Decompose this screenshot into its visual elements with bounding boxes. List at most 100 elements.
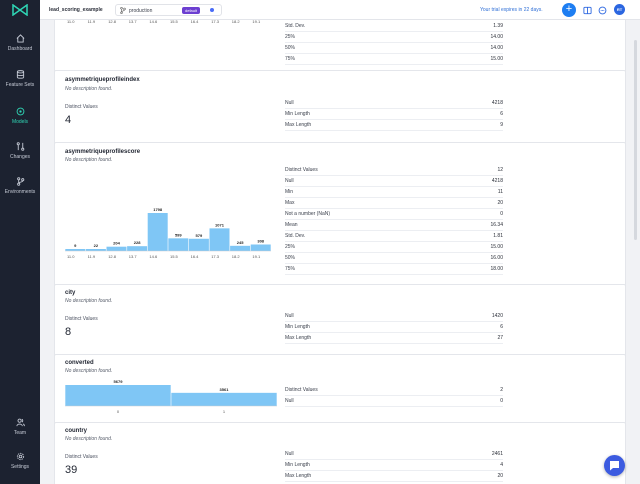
bar-value-label: 599 — [175, 232, 182, 237]
scrollbar[interactable] — [634, 40, 637, 240]
branch-icon — [16, 177, 24, 186]
add-button[interactable]: + — [562, 3, 576, 17]
sidebar-item-team[interactable]: Team — [0, 418, 40, 436]
distinct-values-count: 8 — [65, 326, 72, 338]
tick-label: 1 — [223, 409, 226, 414]
sidebar-item-label: Environments — [4, 189, 36, 195]
avatar[interactable]: RT — [614, 4, 625, 15]
histogram-bar — [188, 238, 209, 251]
tick-label: 15.5 — [170, 20, 179, 24]
stat-row: Min 11 — [285, 187, 503, 198]
models-icon — [16, 107, 24, 116]
bar-value-label: 245 — [237, 240, 244, 245]
histogram-bar — [127, 246, 148, 251]
chat-launcher-button[interactable] — [604, 455, 625, 476]
default-badge: default — [182, 7, 201, 14]
top-bar: lead_scoring_example production default … — [40, 0, 640, 20]
docs-icon[interactable] — [583, 6, 592, 15]
tick-label: 11.0 — [67, 20, 75, 24]
distinct-values-count: 39 — [65, 464, 78, 476]
histogram-bar — [65, 385, 171, 406]
tick-label: 16.4 — [191, 254, 200, 259]
tick-label: 18.2 — [232, 254, 241, 259]
tick-label: 18.2 — [232, 20, 241, 24]
stat-row: Min Length 4 — [285, 460, 503, 471]
sidebar-item-settings[interactable]: Settings — [0, 452, 40, 470]
sidebar-item-label: Settings — [10, 464, 30, 470]
bar-value-label: 3561 — [220, 387, 230, 392]
sidebar-item-label: Feature Sets — [5, 82, 35, 88]
changes-icon — [16, 142, 24, 151]
stats-table: Null 2461 Min Length 4 Max Length 20 — [285, 449, 503, 482]
stats-table-partial: Std. Dev. 1.39 25% 14.00 50% 14.00 75% 15.00 — [285, 21, 503, 65]
chat-bubble-icon — [610, 461, 619, 471]
team-icon — [15, 418, 25, 427]
gear-icon — [16, 452, 24, 461]
sidebar-item-models[interactable]: Models — [0, 107, 40, 125]
feature-name: converted — [65, 360, 94, 366]
sidebar-item-label: Models — [11, 119, 29, 125]
bar-value-label: 5679 — [114, 379, 124, 384]
database-icon — [16, 70, 24, 79]
bar-value-label: 22 — [94, 243, 99, 248]
stats-table: Distinct Values 12 Null 4218 Min 11 Max 20 N… — [285, 165, 503, 275]
stat-row: Max Length 9 — [285, 120, 503, 131]
feature-description: No description found. — [65, 157, 113, 163]
stats-table: Distinct Values 2 Null 0 — [285, 385, 503, 407]
bar-value-label: 1798 — [153, 207, 163, 212]
stat-row: Null 1420 — [285, 311, 503, 322]
feature-description: No description found. — [65, 86, 113, 92]
stat-row: Max Length 20 — [285, 471, 503, 482]
feature-name: city — [65, 290, 76, 296]
histogram-chart: 9 11.0 22 11.9 204 12.8 228 13.7 1798 14.6 599 15.5… — [65, 207, 271, 259]
home-icon — [16, 34, 24, 43]
feature-description: No description found. — [65, 436, 113, 442]
sidebar-item-feature-sets[interactable]: Feature Sets — [0, 70, 40, 88]
bar-value-label: 204 — [113, 241, 120, 246]
distinct-values-label: Distinct Values — [65, 316, 98, 322]
stat-row: Std. Dev. 1.39 — [285, 21, 503, 32]
stat-row: Null 0 — [285, 396, 503, 407]
tick-label: 15.5 — [170, 254, 179, 259]
app-logo[interactable] — [12, 4, 28, 16]
feature-description: No description found. — [65, 298, 113, 304]
branch-selector[interactable]: production default — [115, 4, 222, 16]
sidebar-item-environments[interactable]: Environments — [0, 177, 40, 195]
sidebar-item-changes[interactable]: Changes — [0, 142, 40, 160]
sidebar-item-label: Changes — [9, 154, 30, 160]
stats-table: Null 1420 Min Length 6 Max Length 27 — [285, 311, 503, 344]
feature-name: asymmetriqueprofileindex — [65, 77, 140, 83]
tick-label: 14.6 — [149, 254, 158, 259]
histogram-bar — [209, 228, 230, 251]
trial-notice[interactable]: Your trial expires in 22 days. — [480, 7, 543, 13]
stat-row: 75% 18.00 — [285, 264, 503, 275]
sidebar-item-label: Team — [13, 430, 27, 436]
sidebar-item-label: Dashboard — [7, 46, 33, 52]
stat-row: Max 20 — [285, 198, 503, 209]
project-name[interactable]: lead_scoring_example — [49, 7, 103, 13]
histogram-bar — [230, 245, 251, 251]
chat-icon[interactable] — [598, 6, 607, 15]
histogram-chart: 5679 0 3561 1 — [65, 379, 277, 414]
branch-status-dot — [210, 8, 214, 12]
feature-stats-list: 11.0 11.9 12.8 13.7 14.6 15.5 16.4 17.3 18.2 19.1… — [51, 20, 630, 484]
tick-label: 0 — [117, 409, 120, 414]
tick-label: 11.9 — [88, 254, 96, 259]
tick-label: 13.7 — [129, 20, 138, 24]
bar-value-label: 228 — [134, 240, 141, 245]
histogram-bar — [106, 246, 127, 251]
bar-value-label: 1071 — [215, 222, 225, 227]
feature-name: country — [65, 428, 88, 434]
stats-table: Null 4218 Min Length 6 Max Length 9 — [285, 98, 503, 131]
stat-row: Distinct Values 2 — [285, 385, 503, 396]
stat-row: Min Length 6 — [285, 322, 503, 333]
bar-value-label: 308 — [257, 238, 264, 243]
stat-row: 75% 15.00 — [285, 54, 503, 65]
distinct-values-label: Distinct Values — [65, 104, 98, 110]
histogram-bar — [147, 213, 168, 251]
stat-row: Not a number (NaN) 0 — [285, 209, 503, 220]
stat-row: Std. Dev. 1.81 — [285, 231, 503, 242]
feature-name: asymmetriqueprofilescore — [65, 149, 141, 155]
tick-label: 16.4 — [191, 20, 200, 24]
sidebar-item-dashboard[interactable]: Dashboard — [0, 34, 40, 52]
